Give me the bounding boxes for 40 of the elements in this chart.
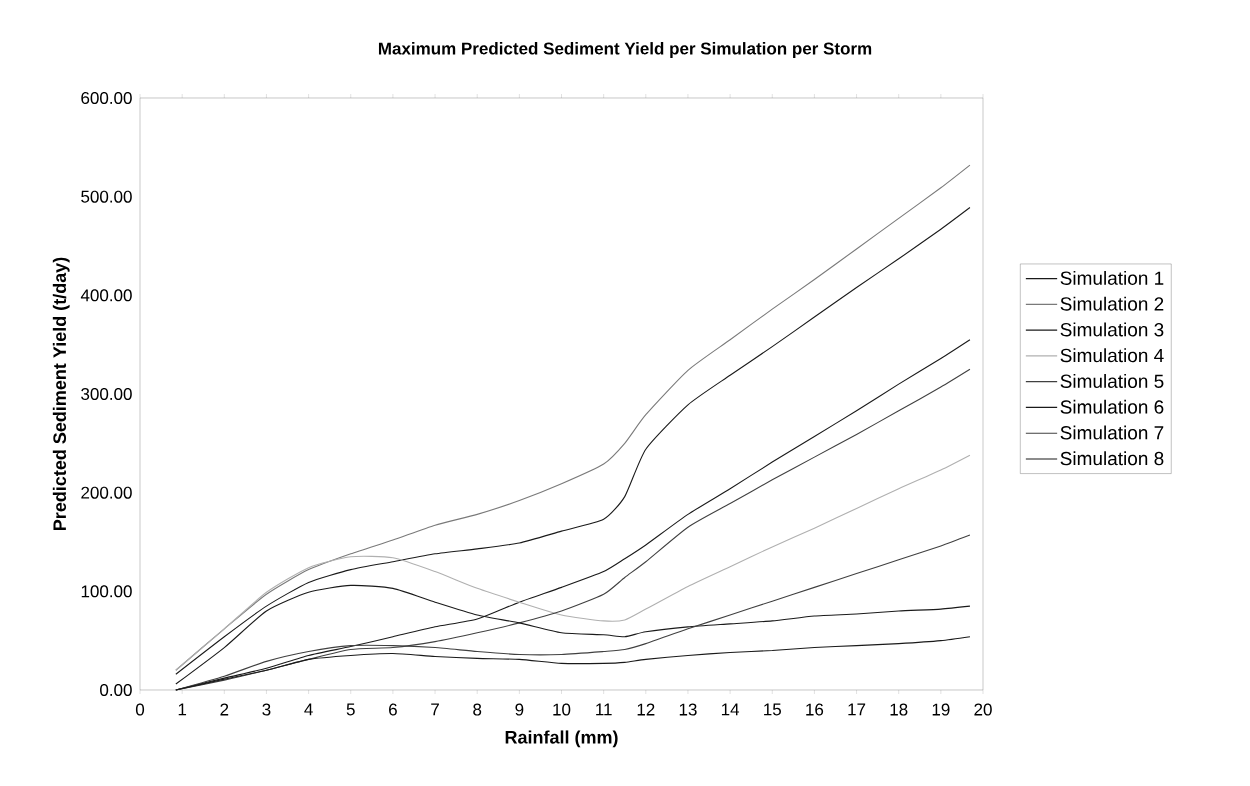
legend-label: Simulation 1 [1060,270,1164,285]
legend-label: Simulation 8 [1060,451,1164,466]
x-axis-title: Rainfall (mm) [505,730,618,748]
x-tick-label: 10 [553,703,571,716]
y-tick-label: 200.00 [81,486,132,499]
legend-label: Simulation 3 [1060,322,1164,337]
x-tick-label: 12 [637,703,655,716]
y-tick-label: 100.00 [81,585,132,598]
x-tick-label: 0 [135,703,145,716]
x-tick-label: 18 [890,703,908,716]
y-tick-label: 400.00 [80,289,132,302]
x-tick-label: 5 [346,703,355,716]
y-tick-label: 500.00 [81,190,132,203]
x-tick-label: 19 [932,703,950,716]
x-tick-label: 16 [806,703,824,716]
line-series [175,454,971,671]
x-tick-label: 20 [974,703,992,716]
x-tick-label: 4 [304,703,313,716]
legend-label: Simulation 2 [1060,296,1164,311]
legend-label: Simulation 5 [1060,374,1164,388]
legend-label: Simulation 7 [1060,425,1164,440]
x-tick-label: 7 [431,703,439,716]
legend-label: Simulation 6 [1060,399,1164,414]
x-tick-label: 15 [764,703,781,716]
y-tick-label: 0.00 [100,683,132,697]
x-tick-label: 1 [178,703,187,716]
x-tick-label: 17 [848,703,866,716]
x-tick-label: 6 [389,703,397,716]
chart-title: Maximum Predicted Sediment Yield per Simulation per Storm [378,42,872,58]
x-tick-label: 9 [515,703,524,716]
legend-label: Simulation 4 [1060,348,1164,363]
y-tick-label: 300.00 [81,387,132,401]
y-tick-label: 600.00 [81,91,132,105]
x-tick-label: 8 [473,703,482,716]
x-tick-label: 13 [679,703,697,716]
x-tick-label: 11 [596,703,612,716]
x-tick-label: 2 [220,703,229,716]
x-tick-label: 3 [262,703,271,716]
x-tick-label: 14 [721,703,740,716]
y-axis-title: Predicted Sediment Yield (t/day) [52,257,70,530]
